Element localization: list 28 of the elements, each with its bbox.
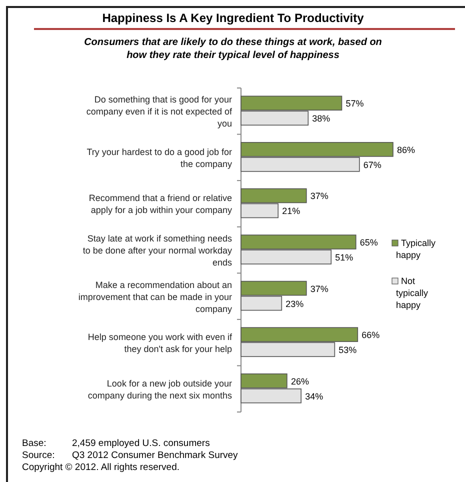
data-label: 67% bbox=[363, 160, 382, 170]
data-label: 66% bbox=[362, 330, 380, 340]
data-label: 38% bbox=[312, 114, 330, 124]
legend-label: Not typically happy bbox=[396, 276, 429, 310]
data-label: 37% bbox=[310, 191, 328, 202]
data-label: 26% bbox=[290, 376, 309, 386]
data-label: 57% bbox=[346, 98, 364, 109]
y-tick-label: Help someone you work with even if they don't ask for your help bbox=[88, 332, 232, 354]
data-label: 51% bbox=[335, 252, 354, 262]
y-tick-label: Do something that is good for your company even if it is not expected of you bbox=[86, 94, 232, 129]
data-label: 34% bbox=[305, 391, 324, 402]
y-tick-label: Look for a new job outside your company during the next six months bbox=[88, 378, 232, 400]
legend-label: Typically happy bbox=[396, 238, 436, 260]
data-label: 37% bbox=[310, 284, 328, 294]
data-label: 53% bbox=[338, 345, 357, 356]
chart-title: Happiness Is A Key Ingredient To Productivity bbox=[102, 11, 364, 25]
data-label: 86% bbox=[397, 144, 416, 155]
y-tick-label: Try your hardest to do a good job for the company bbox=[86, 146, 232, 169]
chart-subtitle: Consumers that are likely to do these things at work, based on how they rate their typical level of happiness bbox=[84, 37, 382, 61]
data-label: 23% bbox=[286, 298, 304, 309]
y-tick-label: Stay late at work if something needs to be done after your normal workday ends bbox=[82, 234, 232, 268]
data-label: 21% bbox=[282, 206, 300, 216]
y-tick-label: Recommend that a friend or relative apply for a job within your company bbox=[88, 193, 232, 216]
text: Base: 2,459 employed U.S. consumers bbox=[22, 438, 210, 449]
data-label: 65% bbox=[360, 238, 378, 248]
text: Copyright © 2012. All rights reserved. bbox=[22, 462, 180, 473]
y-tick-label: Make a recommendation about an improvement that can be made in your company bbox=[78, 280, 232, 314]
text: Source: Q3 2012 Consumer Benchmark Survey bbox=[22, 450, 238, 461]
